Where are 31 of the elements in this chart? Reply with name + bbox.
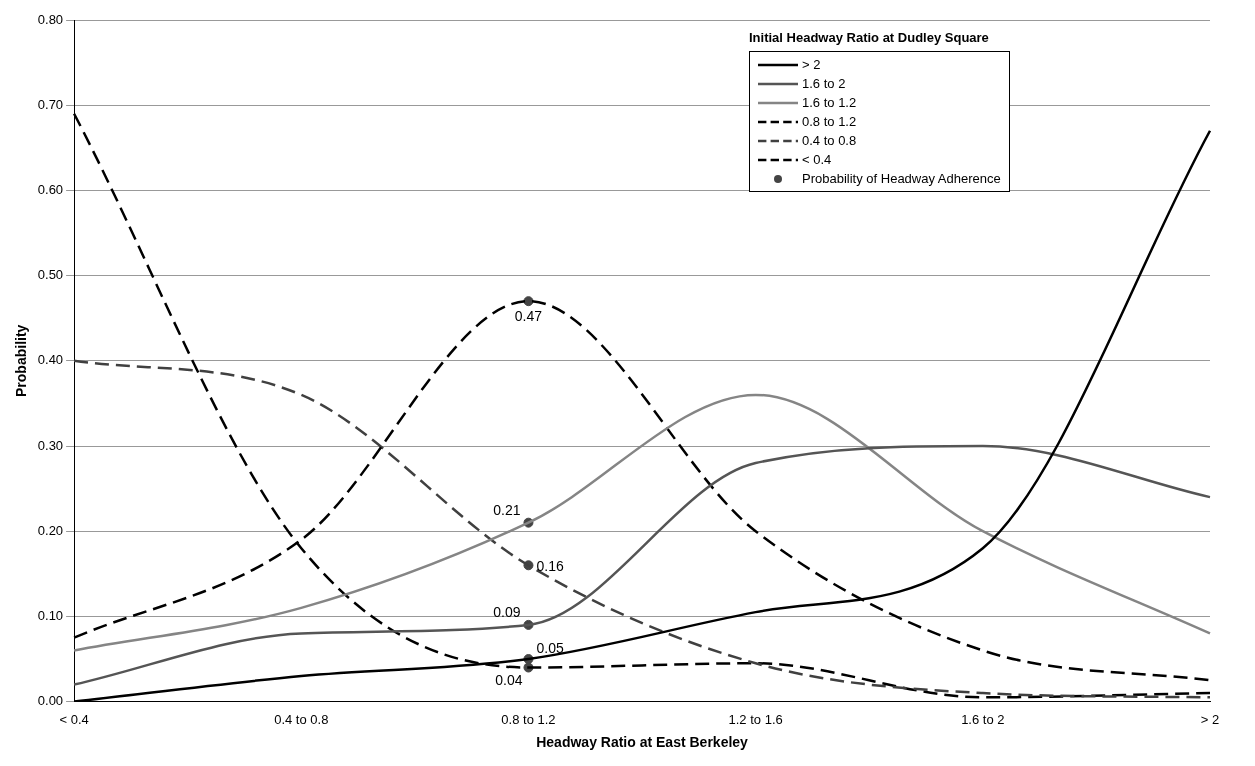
data-label: 0.21 xyxy=(493,501,521,518)
x-axis-title: Headway Ratio at East Berkeley xyxy=(536,734,749,751)
y-tick-label: 0.70 xyxy=(37,96,64,112)
y-tick-label: 0.60 xyxy=(37,181,64,197)
legend-label: 0.8 to 1.2 xyxy=(802,114,857,129)
legend-label: 1.6 to 2 xyxy=(802,76,846,91)
y-tick-label: 0.50 xyxy=(37,267,64,283)
legend-title: Initial Headway Ratio at Dudley Square xyxy=(749,30,990,45)
y-axis-title: Probability xyxy=(13,324,30,397)
legend-label: < 0.4 xyxy=(802,152,832,167)
legend-label: 0.4 to 0.8 xyxy=(802,133,857,148)
y-tick-label: 0.20 xyxy=(37,522,64,538)
data-label: 0.04 xyxy=(495,672,523,689)
data-label: 0.16 xyxy=(536,558,564,575)
data-label: 0.09 xyxy=(493,603,521,620)
x-tick-label: 0.4 to 0.8 xyxy=(274,711,329,727)
x-tick-label: 0.8 to 1.2 xyxy=(501,711,556,727)
legend-label: > 2 xyxy=(802,57,821,72)
x-tick-label: 1.6 to 2 xyxy=(961,711,1005,727)
y-tick-label: 0.40 xyxy=(37,352,64,368)
x-tick-label: < 0.4 xyxy=(59,711,89,727)
y-tick-label: 0.30 xyxy=(37,437,64,453)
legend-label: 1.6 to 1.2 xyxy=(802,95,857,110)
x-tick-label: > 2 xyxy=(1200,711,1220,727)
y-tick-label: 0.00 xyxy=(37,693,64,709)
data-label: 0.47 xyxy=(514,308,543,325)
y-tick-label: 0.80 xyxy=(37,11,64,27)
legend-label: Probability of Headway Adherence xyxy=(802,171,1001,186)
x-tick-label: 1.2 to 1.6 xyxy=(728,711,783,727)
y-tick-label: 0.10 xyxy=(37,607,64,623)
data-label: 0.05 xyxy=(536,639,564,656)
